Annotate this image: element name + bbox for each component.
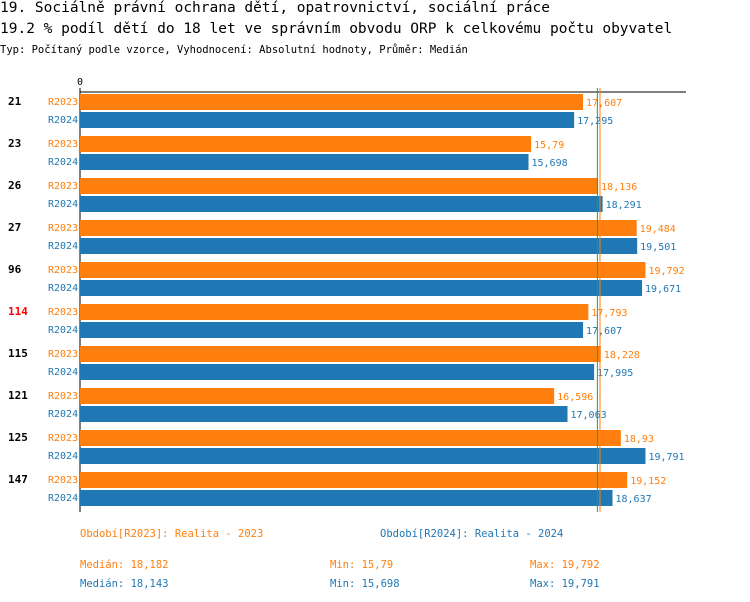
value-label-r2024-21: 17,295: [577, 116, 613, 127]
bar-r2023-23: [80, 136, 532, 152]
bar-r2023-121: [80, 388, 555, 404]
category-label-114: 114: [8, 305, 28, 318]
value-label-r2024-26: 18,291: [606, 200, 642, 211]
series-label-r2024-21: R2024: [48, 115, 78, 126]
series-label-r2023-115: R2023: [48, 349, 78, 360]
category-label-21: 21: [8, 95, 22, 108]
value-label-r2024-147: 18,637: [615, 494, 651, 505]
value-label-r2023-147: 19,152: [630, 476, 666, 487]
chart-title: 19. Sociálně právní ochrana dětí, opatro…: [0, 0, 550, 16]
series-label-r2023-96: R2023: [48, 265, 78, 276]
bar-r2024-115: [80, 364, 595, 380]
bar-r2023-27: [80, 220, 637, 236]
series-label-r2024-27: R2024: [48, 241, 78, 252]
stat-r2023-max: Max: 19,792: [530, 559, 600, 571]
series-label-r2024-114: R2024: [48, 325, 78, 336]
category-label-23: 23: [8, 137, 21, 150]
value-label-r2023-26: 18,136: [601, 182, 637, 193]
stat-r2024-max: Max: 19,791: [530, 578, 600, 590]
category-label-121: 121: [8, 389, 28, 402]
stat-r2023-min: Min: 15,79: [330, 559, 394, 571]
bar-r2024-27: [80, 238, 638, 254]
bar-r2024-125: [80, 448, 646, 464]
series-label-r2024-147: R2024: [48, 493, 78, 504]
bar-r2024-21: [80, 112, 575, 128]
legend-r2023-period: Období[R2023]: Realita - 2023: [80, 528, 264, 540]
series-label-r2024-121: R2024: [48, 409, 78, 420]
bar-r2024-23: [80, 154, 529, 170]
axis-zero-label: 0: [77, 77, 83, 88]
bar-r2024-96: [80, 280, 643, 296]
bar-r2023-147: [80, 472, 628, 488]
value-label-r2023-121: 16,596: [557, 392, 593, 403]
stat-r2023-median: Medián: 18,182: [80, 559, 169, 571]
series-label-r2023-121: R2023: [48, 391, 78, 402]
bar-r2024-114: [80, 322, 584, 338]
value-label-r2024-23: 15,698: [532, 158, 568, 169]
series-label-r2023-21: R2023: [48, 97, 78, 108]
bar-r2023-114: [80, 304, 589, 320]
series-label-r2023-147: R2023: [48, 475, 78, 486]
bar-r2024-26: [80, 196, 603, 212]
series-label-r2024-115: R2024: [48, 367, 78, 378]
bar-chart: 0 21 R2023 17,607 R2024 17,295 23 R2023 15,79 R20…: [8, 77, 686, 512]
value-label-r2023-125: 18,93: [624, 434, 654, 445]
category-label-147: 147: [8, 473, 28, 486]
series-label-r2023-125: R2023: [48, 433, 78, 444]
value-label-r2023-23: 15,79: [534, 140, 564, 151]
category-label-26: 26: [8, 179, 22, 192]
value-label-r2024-125: 19,791: [648, 452, 684, 463]
value-label-r2023-114: 17,793: [591, 308, 627, 319]
series-label-r2023-23: R2023: [48, 139, 78, 150]
bar-r2023-21: [80, 94, 584, 110]
value-label-r2023-96: 19,792: [648, 266, 684, 277]
series-label-r2024-23: R2024: [48, 157, 78, 168]
bar-r2023-115: [80, 346, 601, 362]
value-label-r2024-27: 19,501: [640, 242, 676, 253]
value-label-r2023-115: 18,228: [604, 350, 640, 361]
bar-r2023-96: [80, 262, 646, 278]
category-label-27: 27: [8, 221, 21, 234]
value-label-r2024-96: 19,671: [645, 284, 681, 295]
category-label-96: 96: [8, 263, 22, 276]
series-label-r2024-125: R2024: [48, 451, 78, 462]
chart-metric-title: 19.2 % podíl dětí do 18 let ve správním …: [0, 21, 673, 37]
value-label-r2024-121: 17,063: [571, 410, 607, 421]
stat-r2024-min: Min: 15,698: [330, 578, 400, 590]
series-label-r2024-26: R2024: [48, 199, 78, 210]
bar-r2024-121: [80, 406, 568, 422]
chart-subtitle: Typ: Počítaný podle vzorce, Vyhodnocení:…: [0, 44, 468, 56]
series-label-r2023-26: R2023: [48, 181, 78, 192]
bar-r2023-26: [80, 178, 599, 194]
bar-r2024-147: [80, 490, 613, 506]
legend-r2024-period: Období[R2024]: Realita - 2024: [380, 528, 564, 540]
series-label-r2023-27: R2023: [48, 223, 78, 234]
value-label-r2023-21: 17,607: [586, 98, 622, 109]
value-label-r2024-115: 17,995: [597, 368, 633, 379]
category-label-125: 125: [8, 431, 28, 444]
value-label-r2024-114: 17,607: [586, 326, 622, 337]
value-label-r2023-27: 19,484: [640, 224, 676, 235]
category-label-115: 115: [8, 347, 28, 360]
series-label-r2023-114: R2023: [48, 307, 78, 318]
bar-r2023-125: [80, 430, 621, 446]
series-label-r2024-96: R2024: [48, 283, 78, 294]
stat-r2024-median: Medián: 18,143: [80, 578, 169, 590]
